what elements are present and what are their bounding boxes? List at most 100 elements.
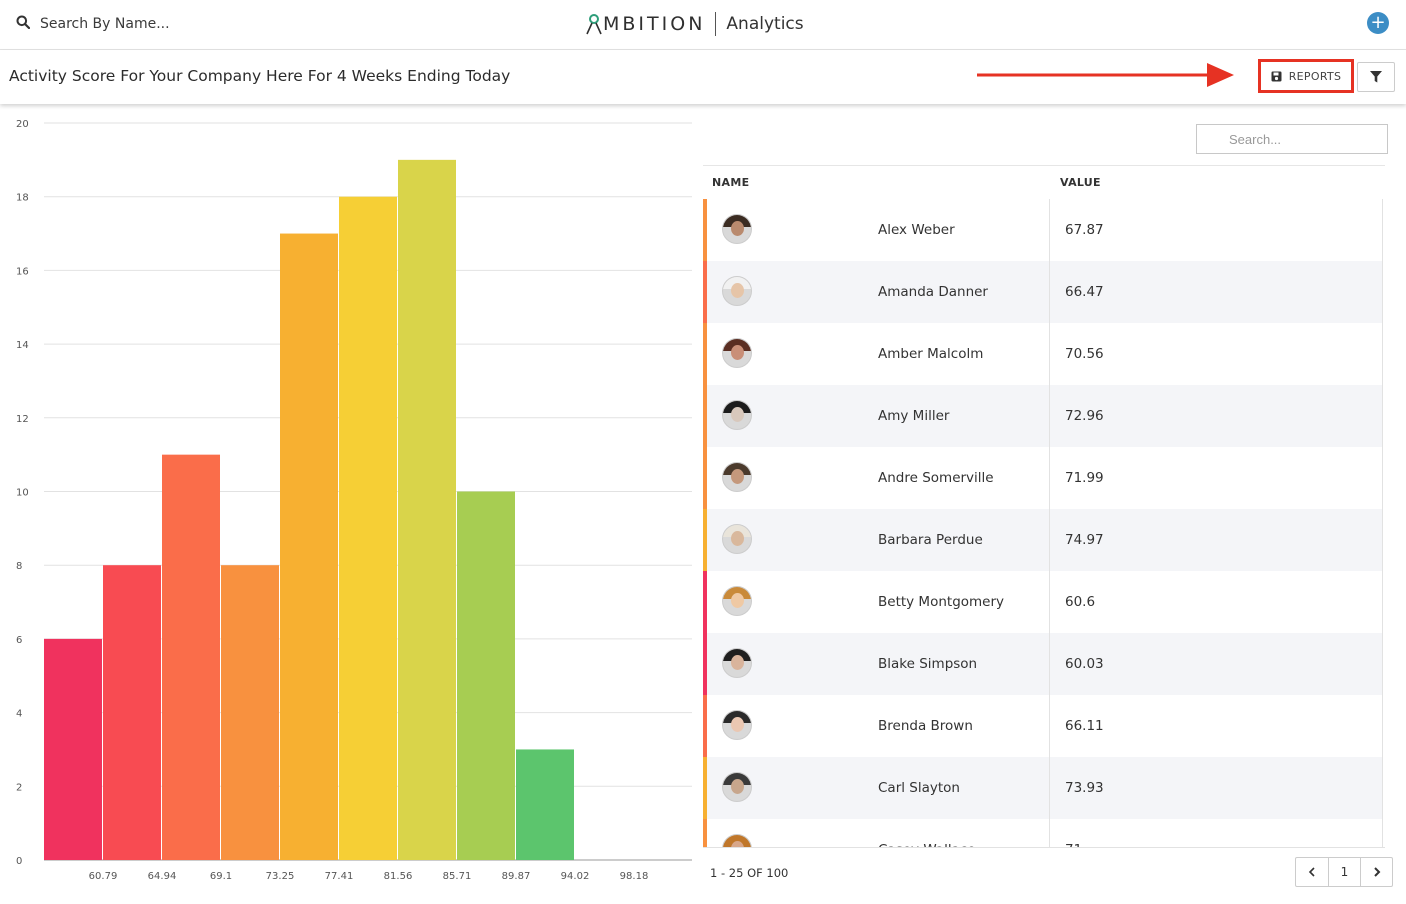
column-divider	[1049, 323, 1050, 385]
activity-histogram: 0 2 4 6 8 10 12 14 16 18 20 60.79 64.94 69.1 73.25 77.4…	[16, 119, 692, 882]
histogram-bar	[339, 196, 397, 860]
table-row[interactable]: Brenda Brown 66.11	[703, 695, 1382, 757]
avatar	[722, 586, 752, 616]
ambition-logo: MBITION	[586, 13, 705, 35]
table-row[interactable]: Amy Miller 72.96	[703, 385, 1382, 447]
score-color-stripe	[703, 695, 707, 757]
table-row[interactable]: Andre Somerville 71.99	[703, 447, 1382, 509]
row-value: 71.99	[1065, 470, 1104, 486]
row-name[interactable]: Amanda Danner	[878, 284, 988, 300]
table-top-divider	[703, 165, 1385, 166]
annotation-arrow-icon	[977, 63, 1234, 87]
avatar-face	[731, 345, 744, 360]
x-tick-label: 73.25	[266, 871, 295, 882]
row-name[interactable]: Amy Miller	[878, 408, 950, 424]
row-value: 73.93	[1065, 780, 1104, 796]
row-name[interactable]: Brenda Brown	[878, 718, 973, 734]
column-header-value[interactable]: VALUE	[1060, 176, 1101, 189]
y-tick-label: 2	[16, 782, 22, 793]
histogram-bar	[516, 749, 574, 860]
row-value: 66.47	[1065, 284, 1104, 300]
score-color-stripe	[703, 571, 707, 633]
brand-text: MBITION	[603, 13, 706, 35]
column-divider	[1049, 385, 1050, 447]
histogram-bar	[280, 233, 338, 861]
avatar	[722, 648, 752, 678]
leaderboard-table: Alex Weber 67.87 Amanda Danner 66.47 Amber M…	[703, 199, 1383, 847]
avatar	[722, 214, 752, 244]
pagination: 1	[1295, 857, 1393, 887]
save-icon	[1271, 67, 1282, 86]
y-tick-label: 10	[16, 488, 29, 499]
histogram-bar	[398, 159, 456, 861]
page-number-button[interactable]: 1	[1328, 858, 1360, 886]
avatar-face	[731, 407, 744, 422]
y-tick-label: 20	[16, 119, 29, 130]
y-tick-label: 4	[16, 709, 22, 720]
brand-logo: MBITION Analytics	[586, 10, 804, 38]
column-divider	[1049, 819, 1050, 847]
table-row[interactable]: Amanda Danner 66.47	[703, 261, 1382, 323]
y-tick-label: 14	[16, 340, 29, 351]
row-name[interactable]: Alex Weber	[878, 222, 955, 238]
avatar	[722, 276, 752, 306]
reports-button[interactable]: REPORTS	[1258, 59, 1354, 93]
avatar	[722, 462, 752, 492]
x-tick-label: 77.41	[325, 871, 354, 882]
column-divider	[1049, 261, 1050, 323]
table-row[interactable]: Carl Slayton 73.93	[703, 757, 1382, 819]
avatar-face	[731, 841, 744, 847]
ambition-a-icon	[586, 13, 602, 35]
avatar	[722, 772, 752, 802]
x-tick-label: 81.56	[384, 871, 413, 882]
row-value: 74.97	[1065, 532, 1104, 548]
global-search-placeholder[interactable]: Search By Name...	[40, 15, 170, 32]
row-name[interactable]: Betty Montgomery	[878, 594, 1005, 610]
table-row[interactable]: Alex Weber 67.87	[703, 199, 1382, 261]
y-tick-label: 0	[16, 856, 22, 867]
filter-button[interactable]	[1357, 62, 1395, 92]
global-search[interactable]: Search By Name...	[16, 14, 170, 33]
row-name[interactable]: Carl Slayton	[878, 780, 960, 796]
score-color-stripe	[703, 819, 707, 847]
x-tick-label: 94.02	[561, 871, 590, 882]
histogram-bar	[457, 491, 515, 860]
column-header-name[interactable]: NAME	[712, 176, 750, 189]
row-name[interactable]: Amber Malcolm	[878, 346, 984, 362]
row-value: 72.96	[1065, 408, 1104, 424]
column-divider	[1049, 199, 1050, 261]
prev-page-button[interactable]	[1296, 858, 1328, 886]
avatar-face	[731, 593, 744, 608]
brand-divider	[715, 12, 717, 36]
column-divider	[1049, 633, 1050, 695]
table-row[interactable]: Blake Simpson 60.03	[703, 633, 1382, 695]
histogram-bar	[103, 565, 161, 860]
column-divider	[1049, 757, 1050, 819]
y-tick-label: 6	[16, 635, 22, 646]
row-name[interactable]: Casey Wallace	[878, 842, 976, 847]
row-name[interactable]: Blake Simpson	[878, 656, 978, 672]
top-navbar: Search By Name... MBITION Analytics +	[0, 0, 1406, 50]
table-search-input[interactable]	[1196, 124, 1388, 154]
report-header: Activity Score For Your Company Here For…	[0, 50, 1406, 104]
search-icon	[16, 14, 31, 33]
row-value: 60.6	[1065, 594, 1096, 610]
score-color-stripe	[703, 323, 707, 385]
add-button[interactable]: +	[1367, 12, 1389, 34]
y-tick-label: 8	[16, 561, 22, 572]
table-row[interactable]: Casey Wallace 71	[703, 819, 1382, 847]
row-name[interactable]: Barbara Perdue	[878, 532, 983, 548]
row-value: 70.56	[1065, 346, 1104, 362]
x-tick-label: 69.1	[210, 871, 232, 882]
next-page-button[interactable]	[1360, 858, 1392, 886]
x-tick-label: 64.94	[148, 871, 177, 882]
avatar	[722, 524, 752, 554]
row-name[interactable]: Andre Somerville	[878, 470, 994, 486]
row-value: 67.87	[1065, 222, 1104, 238]
pagination-info: 1 - 25 OF 100	[710, 866, 789, 880]
table-row[interactable]: Betty Montgomery 60.6	[703, 571, 1382, 633]
table-row[interactable]: Amber Malcolm 70.56	[703, 323, 1382, 385]
x-tick-label: 98.18	[620, 871, 649, 882]
score-color-stripe	[703, 447, 707, 509]
table-row[interactable]: Barbara Perdue 74.97	[703, 509, 1382, 571]
